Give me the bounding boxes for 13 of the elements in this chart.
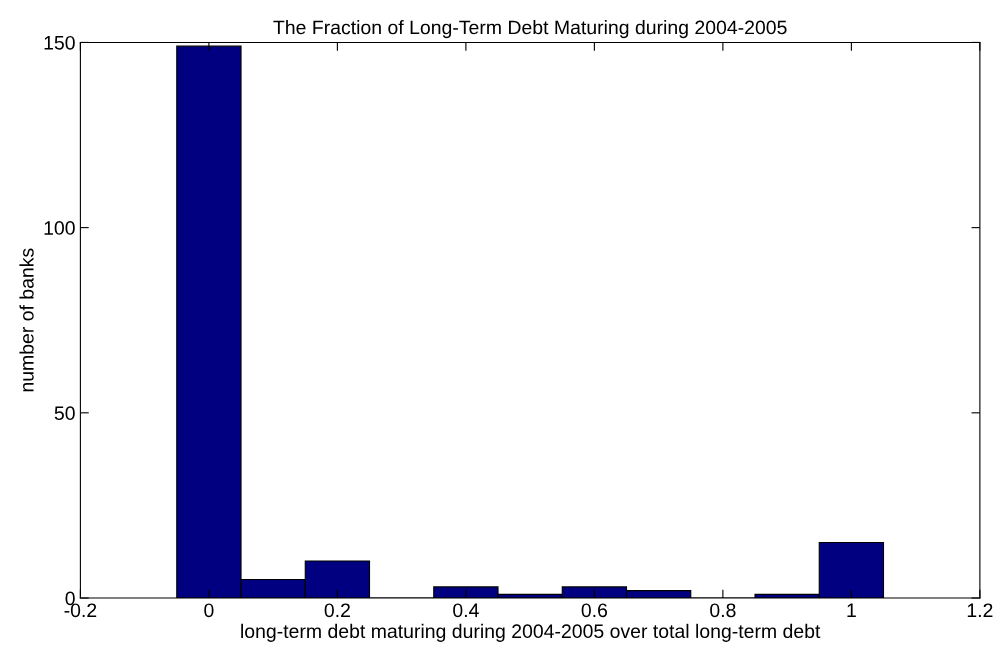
x-axis-title: long-term debt maturing during 2004-2005 over total long-term debt (241, 623, 821, 642)
x-tick-label: 0.2 (324, 603, 350, 618)
x-tick-label: 1.2 (967, 603, 993, 617)
x-tick-label: 0.8 (710, 603, 736, 618)
y-tick-label: 50 (54, 406, 75, 421)
y-axis-title: number of banks (19, 248, 34, 392)
x-tick-label: 0.4 (453, 603, 479, 618)
x-tick-label: 1 (847, 603, 856, 617)
y-tick-label: 150 (44, 35, 75, 50)
chart-title: The Fraction of Long-Term Debt Maturing during 2004-2005 (273, 20, 787, 39)
x-tick-label: 0.6 (581, 603, 608, 618)
x-tick-label: 0 (204, 603, 214, 618)
y-tick-label: 100 (44, 221, 75, 235)
